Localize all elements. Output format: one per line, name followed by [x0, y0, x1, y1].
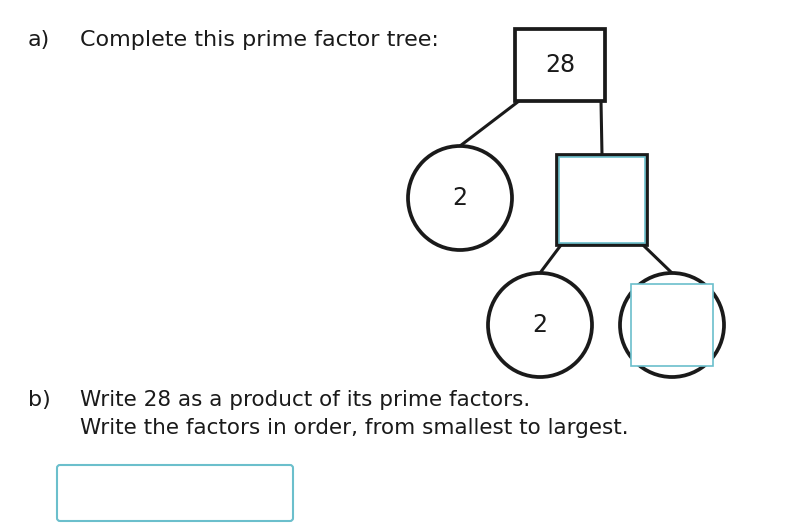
Text: Write 28 as a product of its prime factors.: Write 28 as a product of its prime facto… [80, 390, 530, 410]
Text: b): b) [28, 390, 50, 410]
Text: a): a) [28, 30, 50, 50]
Circle shape [408, 146, 512, 250]
Text: Write the factors in order, from smallest to largest.: Write the factors in order, from smalles… [80, 418, 629, 438]
Circle shape [620, 273, 724, 377]
Bar [559, 157, 645, 243]
Bar [557, 155, 647, 245]
Text: Complete this prime factor tree:: Complete this prime factor tree: [80, 30, 439, 50]
Bar [631, 285, 713, 366]
FancyBboxPatch shape [57, 465, 293, 521]
Text: 2: 2 [533, 313, 547, 337]
Circle shape [488, 273, 592, 377]
Text: 2: 2 [453, 186, 467, 210]
Bar [515, 29, 605, 101]
Text: 28: 28 [545, 53, 575, 77]
